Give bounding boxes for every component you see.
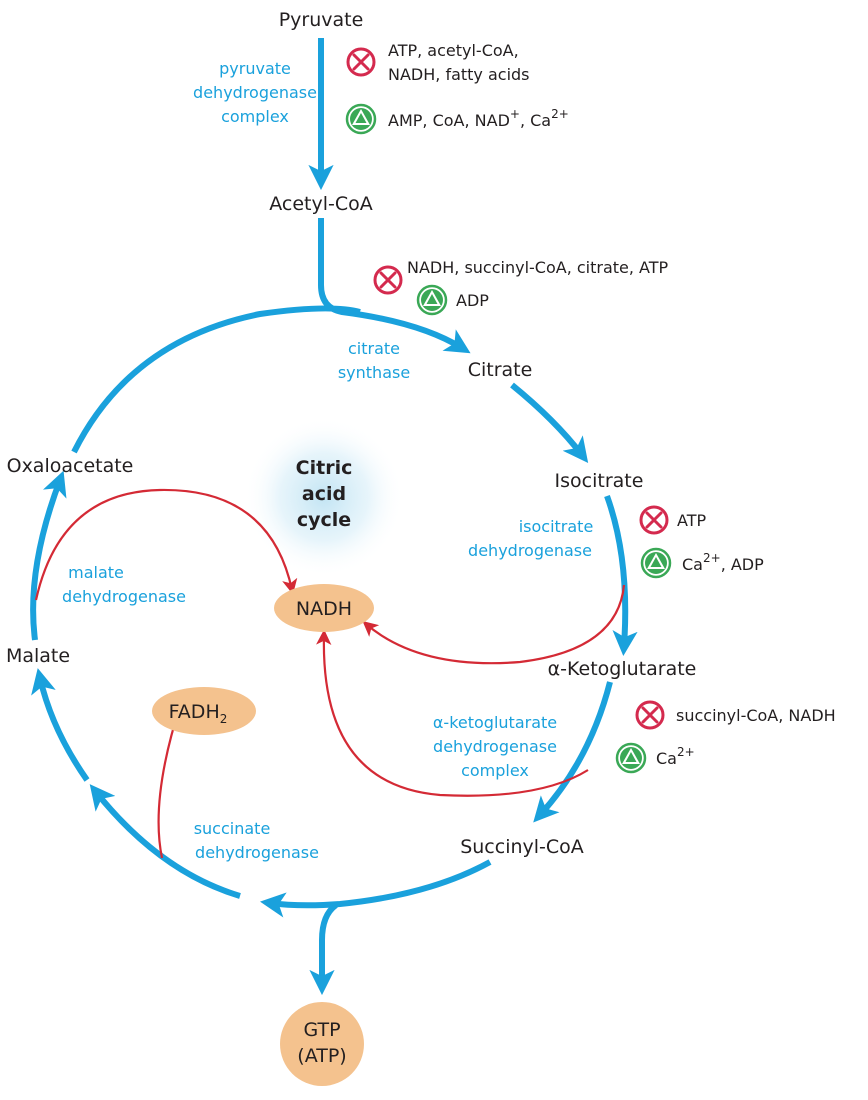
metabolite-isocitrate: Isocitrate: [555, 470, 644, 492]
akg-dh-nadh-arrow: [316, 629, 589, 797]
pdh-activator-icon: [345, 103, 377, 135]
akg-to-succinylcoa-arrow: [533, 681, 613, 823]
enzyme-citrate-synthase-line2: synthase: [338, 363, 410, 382]
gtp-branch-arrow: [309, 902, 338, 996]
cycle-title-line1: Citric: [296, 457, 353, 479]
idh-inhibitor-icon: [639, 505, 669, 535]
idh-activator-icon: [640, 547, 672, 579]
succinylcoa-to-succinate-arrow: [260, 859, 492, 918]
metabolite-citrate: Citrate: [468, 359, 533, 381]
metabolite-alpha-ketoglutarate: α-Ketoglutarate: [548, 658, 697, 680]
pdh-inhibitor-icon: [346, 47, 376, 77]
isocitrate-to-akg-arrow: [604, 494, 638, 657]
isocitrate-dh-nadh-arrow: [362, 584, 626, 665]
akgdh-inhibitors: succinyl-CoA, NADH: [676, 706, 836, 725]
cs-activators: ADP: [456, 291, 489, 310]
oxaloacetate-to-citrate-arc: [71, 305, 361, 454]
enzyme-succinate-dh-line2: dehydrogenase: [195, 843, 319, 862]
cs-inhibitors: NADH, succinyl-CoA, citrate, ATP: [407, 258, 669, 277]
citrate-to-isocitrate-arrow: [510, 382, 589, 463]
akgdh-activators: Ca2+: [656, 745, 695, 768]
enzyme-pdh-line2: dehydrogenase: [193, 83, 317, 102]
acetylcoa-entry-arrow: [318, 218, 471, 354]
malate-to-oxaloacetate-arrow: [30, 470, 67, 641]
enzyme-akg-dh-line1: α-ketoglutarate: [433, 713, 557, 732]
nadh-oval: [274, 584, 374, 632]
metabolite-oxaloacetate: Oxaloacetate: [7, 455, 134, 477]
akgdh-activator-icon: [615, 742, 647, 774]
nadh-label: NADH: [296, 598, 352, 620]
metabolite-pyruvate: Pyruvate: [279, 9, 364, 31]
pdh-activators: AMP, CoA, NAD+, Ca2+: [388, 107, 569, 130]
metabolite-malate: Malate: [6, 645, 70, 667]
enzyme-akg-dh-line2: dehydrogenase: [433, 737, 557, 756]
enzyme-malate-dh-line2: dehydrogenase: [62, 587, 186, 606]
gtp-oval: [280, 1002, 364, 1086]
enzyme-isocitrate-dh-line1: isocitrate: [519, 517, 594, 536]
atp-label: (ATP): [297, 1045, 346, 1067]
enzyme-pdh-line1: pyruvate: [219, 59, 291, 78]
fumarate-to-malate-arrow: [31, 668, 90, 782]
malate-dh-nadh-arrow: [34, 488, 298, 601]
cycle-title-line2: acid: [302, 483, 346, 505]
enzyme-malate-dh-line1: malate: [68, 563, 124, 582]
cycle-center-glow: [244, 417, 404, 577]
cs-activator-icon: [416, 284, 448, 316]
enzyme-pdh-line3: complex: [221, 107, 289, 126]
succinate-to-fumarate-arrow: [89, 784, 241, 899]
enzyme-succinate-dh-line1: succinate: [194, 819, 271, 838]
enzyme-akg-dh-line3: complex: [461, 761, 529, 780]
fadh2-oval: [152, 687, 256, 735]
enzyme-isocitrate-dh-line2: dehydrogenase: [468, 541, 592, 560]
pdh-inhibitors-line1: ATP, acetyl-CoA,: [388, 41, 519, 60]
enzyme-citrate-synthase-line1: citrate: [348, 339, 400, 358]
gtp-label: GTP: [303, 1019, 340, 1041]
fadh2-label: FADH2: [169, 701, 228, 726]
cs-inhibitor-icon: [373, 265, 403, 295]
pdh-inhibitors-line2: NADH, fatty acids: [388, 65, 530, 84]
cycle-title-line3: cycle: [297, 509, 351, 531]
akgdh-inhibitor-icon: [635, 700, 665, 730]
idh-inhibitors: ATP: [677, 511, 706, 530]
idh-activators: Ca2+, ADP: [682, 551, 764, 574]
metabolite-succinyl-coa: Succinyl-CoA: [460, 836, 584, 858]
metabolite-acetyl-coa: Acetyl-CoA: [269, 193, 373, 215]
